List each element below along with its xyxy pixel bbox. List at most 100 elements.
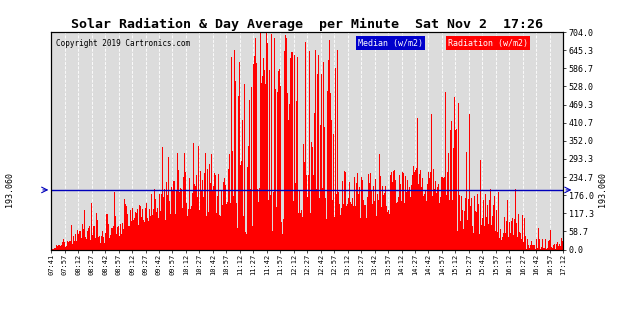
Bar	[93, 226, 94, 250]
Bar	[529, 249, 530, 250]
Bar	[157, 218, 159, 250]
Bar	[72, 244, 73, 250]
Bar	[402, 172, 403, 250]
Bar	[117, 227, 118, 250]
Bar	[241, 161, 242, 250]
Bar	[401, 202, 402, 250]
Bar	[301, 210, 302, 250]
Bar	[485, 194, 486, 250]
Bar	[504, 217, 505, 250]
Bar	[319, 198, 320, 250]
Bar	[126, 206, 127, 250]
Bar	[305, 42, 307, 250]
Bar	[513, 236, 514, 250]
Bar	[317, 74, 318, 250]
Bar	[302, 217, 303, 250]
Bar	[470, 206, 471, 250]
Bar	[418, 184, 419, 250]
Bar	[381, 207, 382, 250]
Bar	[239, 62, 240, 250]
Bar	[428, 172, 429, 250]
Bar	[296, 101, 298, 250]
Bar	[348, 198, 349, 250]
Bar	[258, 203, 259, 250]
Bar	[367, 197, 368, 250]
Bar	[320, 124, 321, 250]
Bar	[68, 242, 69, 250]
Bar	[534, 246, 536, 250]
Bar	[386, 206, 387, 250]
Bar	[549, 240, 550, 250]
Bar	[165, 220, 166, 250]
Bar	[71, 225, 72, 250]
Bar	[123, 229, 124, 250]
Bar	[436, 193, 437, 250]
Bar	[490, 189, 491, 250]
Bar	[500, 226, 501, 250]
Bar	[172, 191, 173, 250]
Bar	[493, 205, 494, 250]
Bar	[375, 179, 376, 250]
Bar	[329, 40, 330, 250]
Bar	[65, 243, 67, 250]
Bar	[477, 194, 478, 250]
Bar	[251, 87, 252, 250]
Bar	[78, 234, 79, 250]
Bar	[69, 241, 70, 250]
Bar	[344, 172, 345, 250]
Bar	[152, 215, 153, 250]
Bar	[373, 186, 374, 250]
Bar	[530, 245, 531, 250]
Bar	[125, 204, 126, 250]
Bar	[552, 248, 554, 250]
Bar	[76, 241, 77, 250]
Bar	[110, 235, 111, 250]
Bar	[250, 189, 251, 250]
Bar	[222, 205, 223, 250]
Bar	[73, 236, 74, 250]
Bar	[235, 81, 236, 250]
Bar	[499, 238, 500, 250]
Bar	[141, 209, 143, 250]
Bar	[122, 223, 123, 250]
Bar	[242, 120, 243, 250]
Bar	[273, 192, 274, 250]
Bar	[341, 208, 342, 250]
Bar	[495, 231, 496, 250]
Bar	[377, 194, 378, 250]
Bar	[83, 229, 84, 250]
Bar	[343, 204, 344, 250]
Bar	[491, 225, 492, 250]
Bar	[419, 174, 420, 250]
Bar	[249, 100, 250, 250]
Bar	[131, 221, 132, 250]
Bar	[307, 197, 308, 250]
Bar	[543, 244, 545, 250]
Bar	[391, 172, 392, 250]
Bar	[454, 97, 455, 250]
Bar	[461, 196, 462, 250]
Bar	[478, 204, 479, 250]
Bar	[196, 175, 197, 250]
Bar	[452, 200, 453, 250]
Bar	[362, 180, 363, 250]
Bar	[411, 185, 412, 250]
Bar	[379, 154, 380, 250]
Bar	[483, 200, 484, 250]
Bar	[202, 180, 204, 250]
Bar	[555, 249, 556, 250]
Bar	[80, 231, 81, 250]
Bar	[324, 127, 325, 250]
Bar	[262, 76, 263, 250]
Bar	[112, 228, 113, 250]
Bar	[505, 233, 506, 250]
Bar	[216, 212, 217, 250]
Bar	[154, 189, 155, 250]
Bar	[179, 192, 180, 250]
Bar	[518, 214, 519, 250]
Bar	[156, 212, 157, 250]
Bar	[124, 198, 125, 250]
Bar	[308, 175, 309, 250]
Bar	[358, 194, 359, 250]
Bar	[96, 213, 97, 250]
